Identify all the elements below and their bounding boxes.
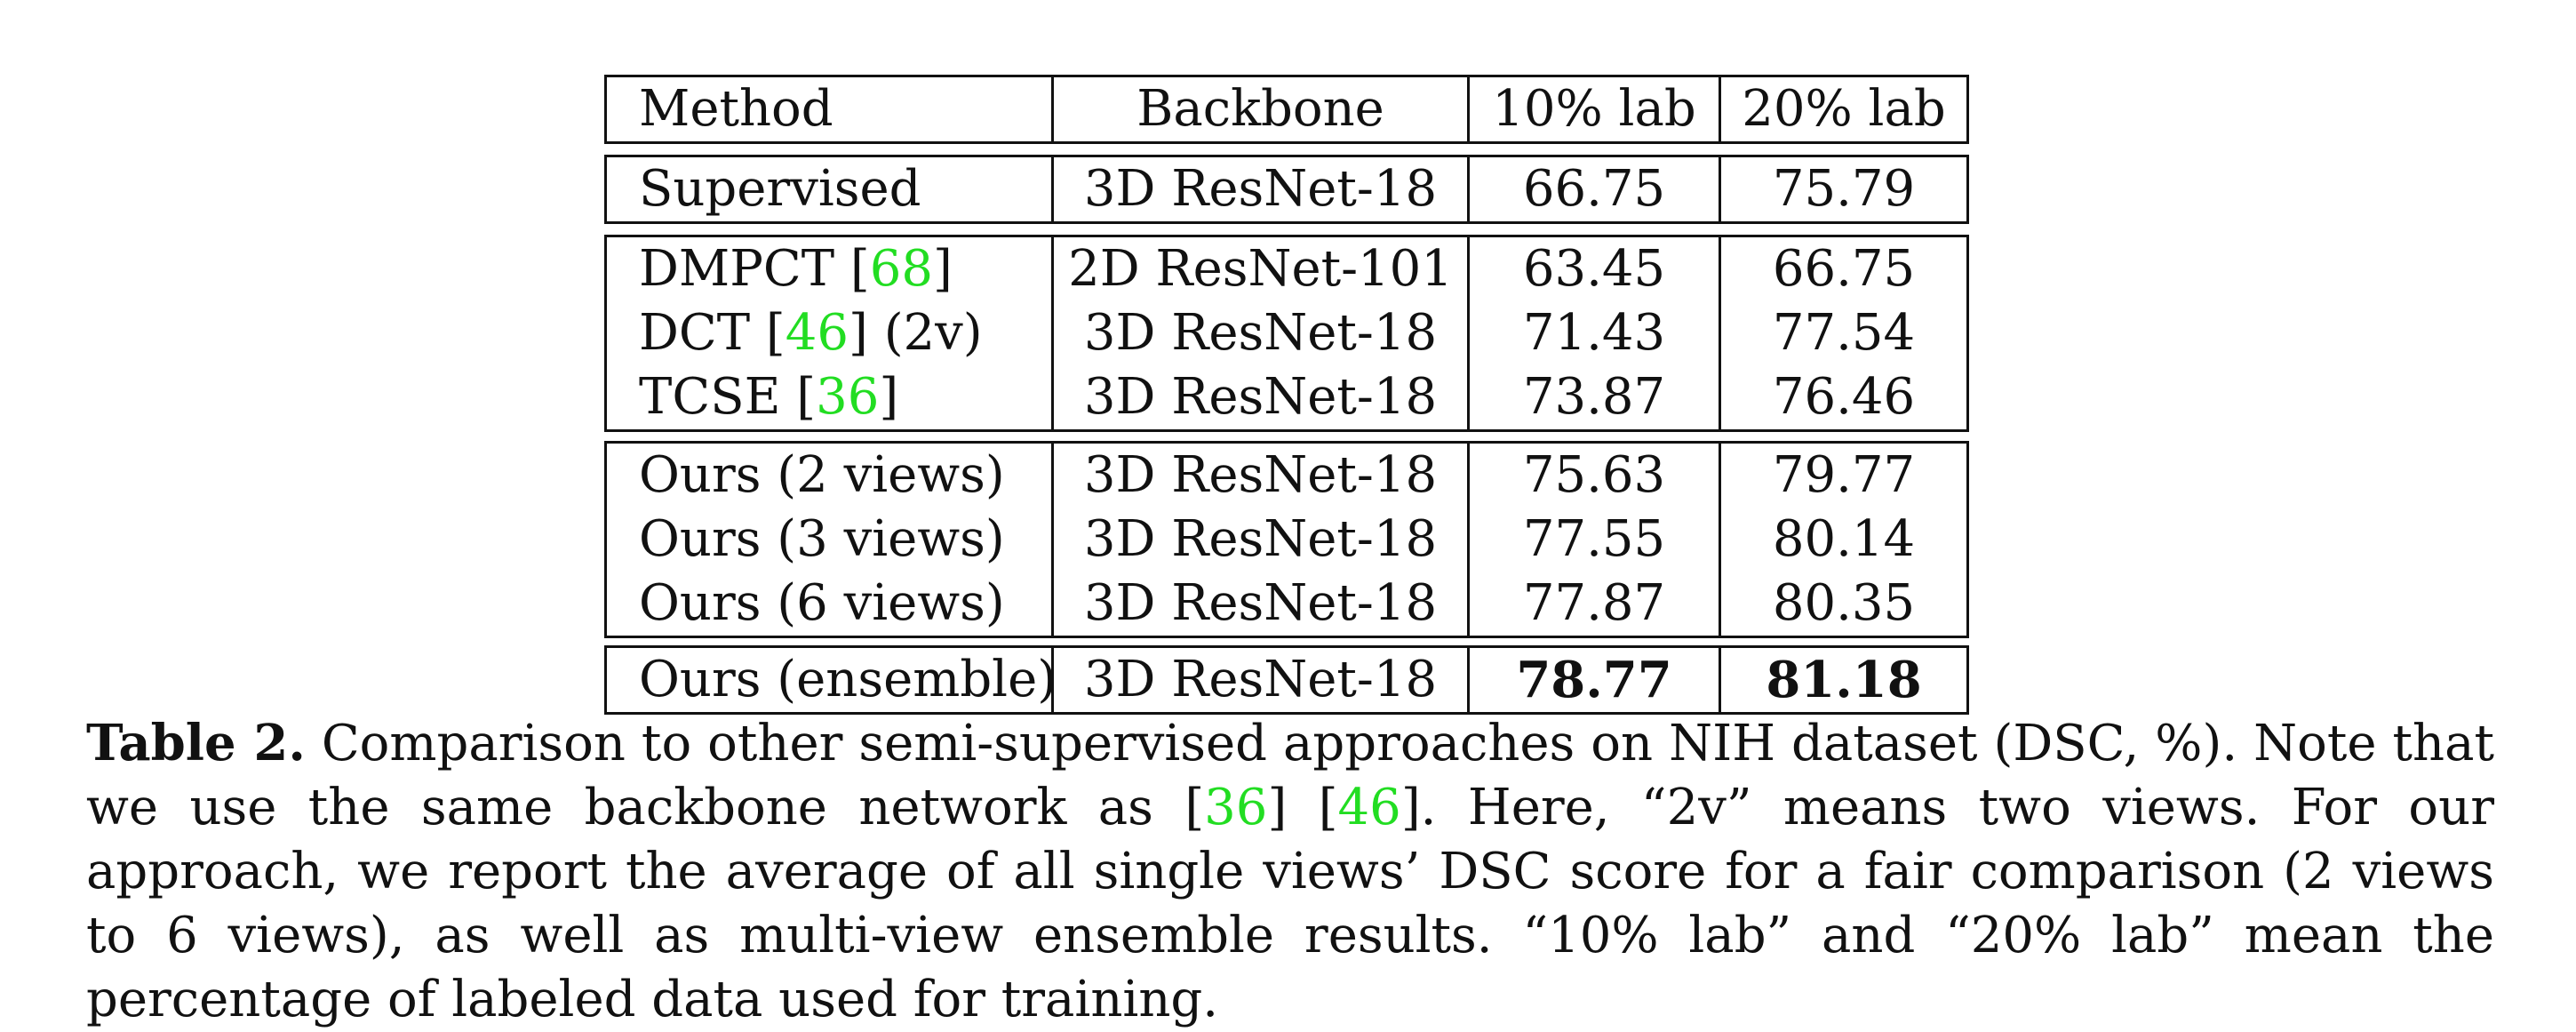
header-10-lab: 10% lab <box>1467 77 1719 141</box>
lab20-cell: 75.79 <box>1719 157 1966 221</box>
header-backbone: Backbone <box>1051 77 1467 141</box>
backbone-cell: 2D ResNet-101 <box>1051 237 1467 301</box>
table-caption: Table 2. Comparison to other semi-superv… <box>86 714 2494 1028</box>
citation-link[interactable]: 36 <box>1204 779 1268 836</box>
header-row: Method Backbone 10% lab 20% lab <box>607 77 1966 141</box>
table-row: Ours (2 views) 3D ResNet-18 75.63 79.77 <box>607 444 1966 508</box>
lab20-cell: 76.46 <box>1719 365 1966 429</box>
lab20-cell: 77.54 <box>1719 301 1966 365</box>
citation-link[interactable]: 46 <box>785 304 849 362</box>
caption-text: . Here, “2v” means two views. For our ap… <box>86 779 2494 1028</box>
other-methods-group: DMPCT [68] 2D ResNet-101 63.45 66.75 DCT… <box>604 235 1969 432</box>
lab20-best-cell: 81.18 <box>1719 648 1966 712</box>
ensemble-group: Ours (ensemble) 3D ResNet-18 78.77 81.18 <box>604 645 1969 715</box>
lab10-best-cell: 78.77 <box>1467 648 1719 712</box>
lab20-cell: 66.75 <box>1719 237 1966 301</box>
method-name: TCSE <box>639 368 781 426</box>
method-cell: Supervised <box>639 160 921 218</box>
backbone-cell: 3D ResNet-18 <box>1051 508 1467 572</box>
backbone-cell: 3D ResNet-18 <box>1051 648 1467 712</box>
backbone-cell: 3D ResNet-18 <box>1051 572 1467 636</box>
lab10-cell: 63.45 <box>1467 237 1719 301</box>
caption-label: Table 2. <box>86 714 306 772</box>
lab10-cell: 73.87 <box>1467 365 1719 429</box>
method-name: DCT <box>639 304 751 362</box>
backbone-cell: 3D ResNet-18 <box>1051 301 1467 365</box>
lab10-cell: 66.75 <box>1467 157 1719 221</box>
table-header: Method Backbone 10% lab 20% lab <box>604 75 1969 144</box>
lab20-cell: 80.14 <box>1719 508 1966 572</box>
method-suffix: (2v) <box>867 304 983 362</box>
lab10-cell: 77.55 <box>1467 508 1719 572</box>
method-cell: DMPCT [68] <box>639 240 953 298</box>
lab10-cell: 75.63 <box>1467 444 1719 508</box>
header-method: Method <box>639 80 833 138</box>
citation-link[interactable]: 36 <box>816 368 880 426</box>
citation-link[interactable]: 46 <box>1337 779 1401 836</box>
lab10-cell: 71.43 <box>1467 301 1719 365</box>
table-row: Ours (ensemble) 3D ResNet-18 78.77 81.18 <box>607 648 1966 712</box>
lab20-cell: 80.35 <box>1719 572 1966 636</box>
method-cell: DCT [46] (2v) <box>639 304 983 362</box>
method-cell: Ours (2 views) <box>639 446 1005 504</box>
table-row: DMPCT [68] 2D ResNet-101 63.45 66.75 <box>607 237 1966 301</box>
table-row: Ours (3 views) 3D ResNet-18 77.55 80.14 <box>607 508 1966 572</box>
header-20-lab: 20% lab <box>1719 77 1966 141</box>
method-cell: Ours (6 views) <box>639 574 1005 632</box>
citation-link[interactable]: 68 <box>869 240 934 298</box>
lab10-cell: 77.87 <box>1467 572 1719 636</box>
caption-text <box>1287 779 1318 836</box>
table-row: TCSE [36] 3D ResNet-18 73.87 76.46 <box>607 365 1966 429</box>
method-cell: TCSE [36] <box>639 368 899 426</box>
supervised-group: Supervised 3D ResNet-18 66.75 75.79 <box>604 155 1969 224</box>
table-row: Ours (6 views) 3D ResNet-18 77.87 80.35 <box>607 572 1966 636</box>
method-cell: Ours (3 views) <box>639 510 1005 568</box>
table-row: DCT [46] (2v) 3D ResNet-18 71.43 77.54 <box>607 301 1966 365</box>
backbone-cell: 3D ResNet-18 <box>1051 444 1467 508</box>
method-name: DMPCT <box>639 240 835 298</box>
backbone-cell: 3D ResNet-18 <box>1051 365 1467 429</box>
backbone-cell: 3D ResNet-18 <box>1051 157 1467 221</box>
lab20-cell: 79.77 <box>1719 444 1966 508</box>
ours-group: Ours (2 views) 3D ResNet-18 75.63 79.77 … <box>604 441 1969 638</box>
caption-text: Comparison to other semi-supervised appr… <box>86 715 2494 836</box>
table-row: Supervised 3D ResNet-18 66.75 75.79 <box>607 157 1966 221</box>
method-cell: Ours (ensemble) <box>639 651 1057 708</box>
